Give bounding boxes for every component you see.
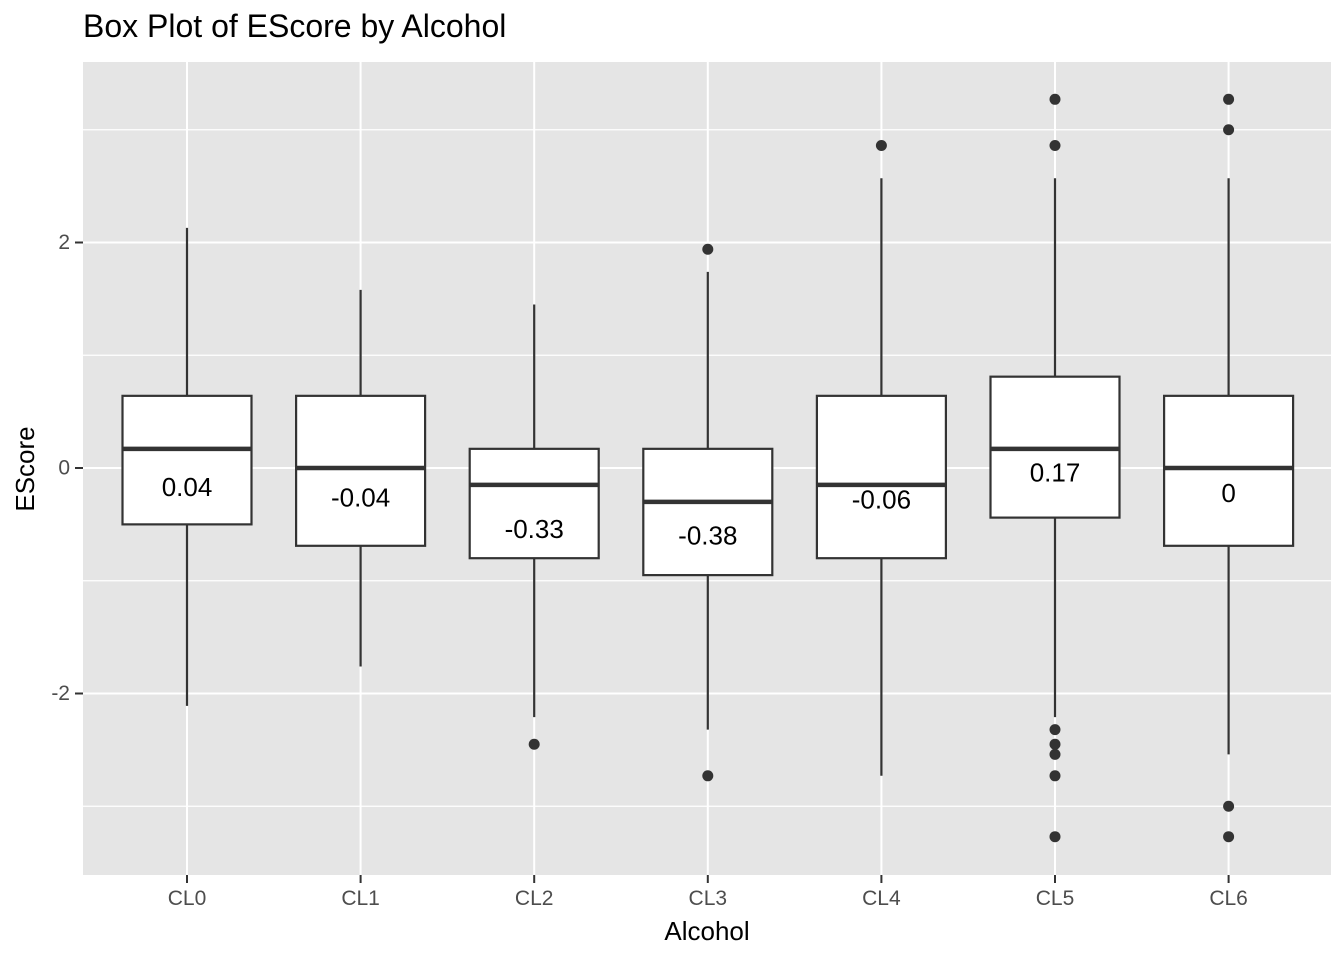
outlier-point <box>702 243 714 255</box>
data-label: -0.06 <box>852 485 911 515</box>
outlier-point <box>1223 93 1235 105</box>
box-group-cl5: 0.17 <box>989 93 1121 843</box>
box-layer: 0.04 -0.04 -0.33 -0.38 -0.06 0.17 0 <box>121 93 1295 843</box>
data-label: -0.33 <box>505 514 564 544</box>
x-tick-label: CL0 <box>168 887 207 910</box>
box-group-cl3: -0.38 <box>642 243 774 782</box>
box-group-cl2: -0.33 <box>468 304 600 750</box>
x-tick-label: CL2 <box>515 887 554 910</box>
data-label: 0 <box>1221 478 1235 508</box>
data-label: -0.38 <box>678 521 737 551</box>
outlier-point <box>1049 748 1061 760</box>
outlier-point <box>528 738 540 750</box>
iqr-box <box>815 394 948 560</box>
x-tick-label: CL5 <box>1036 887 1075 910</box>
axis-layer: -2 0 2 CL0 CL1 CL2 CL3 CL4 CL5 CL6 <box>51 231 1248 910</box>
outlier-point <box>1049 724 1061 736</box>
iqr-box <box>1162 394 1295 547</box>
outlier-point <box>1049 770 1061 782</box>
x-tick-label: CL3 <box>689 887 728 910</box>
iqr-box <box>295 394 427 547</box>
outlier-point <box>1223 124 1235 136</box>
box-group-cl1: -0.04 <box>295 289 427 667</box>
iqr-box <box>121 394 253 526</box>
box-group-cl0: 0.04 <box>121 227 253 706</box>
y-tick-label: 0 <box>58 457 70 480</box>
x-tick-label: CL1 <box>341 887 380 910</box>
x-axis-title: Alcohol <box>664 916 749 946</box>
y-axis-title: EScore <box>10 426 40 511</box>
outlier-point <box>875 140 887 152</box>
x-tick-label: CL4 <box>862 887 901 910</box>
outlier-point <box>702 770 714 782</box>
outlier-point <box>1049 140 1061 152</box>
y-tick-label: -2 <box>51 682 70 705</box>
y-tick-label: 2 <box>58 231 70 254</box>
outlier-point <box>1049 738 1061 750</box>
data-label: 0.04 <box>162 472 213 502</box>
iqr-box <box>468 447 600 560</box>
data-label: 0.17 <box>1030 458 1081 488</box>
box-group-cl6: 0 <box>1162 93 1295 843</box>
data-label: -0.04 <box>331 482 390 512</box>
iqr-box <box>642 447 774 577</box>
outlier-point <box>1049 831 1061 843</box>
outlier-point <box>1049 93 1061 105</box>
outlier-point <box>1223 800 1235 812</box>
box-group-cl4: -0.06 <box>815 140 948 776</box>
x-tick-label: CL6 <box>1209 887 1248 910</box>
outlier-point <box>1223 831 1235 843</box>
chart-title: Box Plot of EScore by Alcohol <box>83 8 507 44</box>
